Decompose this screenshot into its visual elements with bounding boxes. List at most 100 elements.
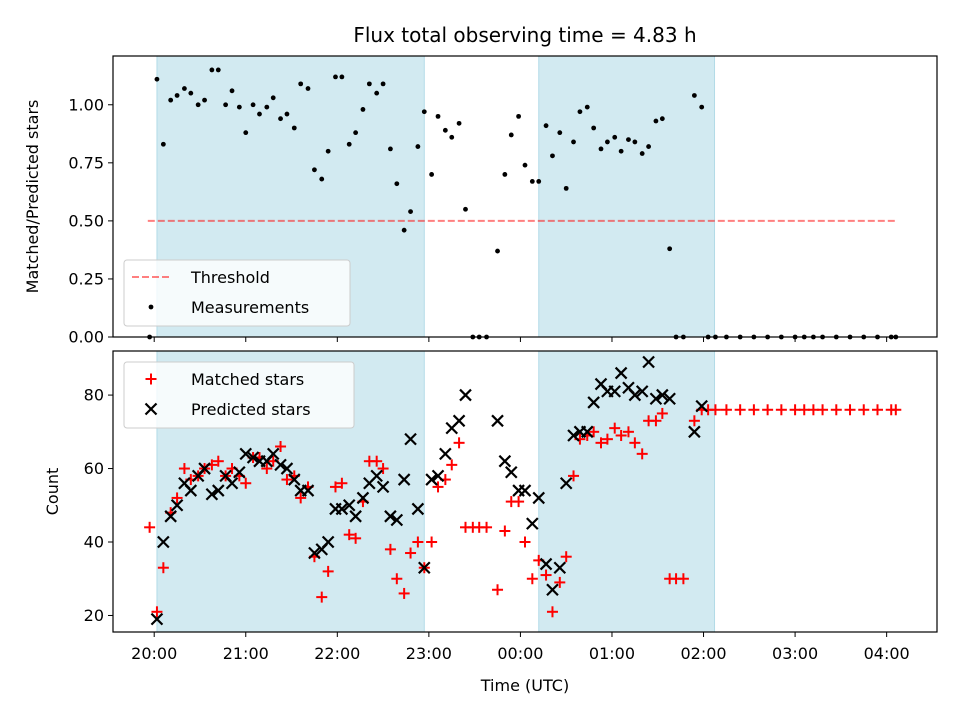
count-point-1-29 <box>349 510 362 523</box>
ratio-point-0-38 <box>408 209 413 214</box>
ratio-point-0-51 <box>502 172 508 177</box>
count-point-1-12-b <box>233 465 246 479</box>
ratio-point-0-37 <box>401 227 407 233</box>
count-point-1-39 <box>418 561 431 574</box>
count-point-1-69-b <box>649 392 663 406</box>
count-point-1-61-b <box>594 377 608 391</box>
count-point-1-20 <box>288 473 301 486</box>
count-point-1-29-b <box>349 510 362 523</box>
count-point-1-51 <box>526 517 539 530</box>
count-point-1-52-b <box>532 491 546 505</box>
count-point-1-28-b <box>342 498 356 512</box>
count-point-1-70-b <box>656 388 669 402</box>
count-point-1-44-b <box>452 414 466 428</box>
count-point-1-51-b <box>526 517 539 530</box>
count-panel: 20 40 60 80 20:00 21:00 22:00 23:00 00:00 01:00 02… <box>43 350 938 663</box>
count-point-1-37 <box>404 432 417 446</box>
ratio-point-0-12 <box>229 88 235 94</box>
count-point-1-32 <box>370 469 383 483</box>
count-ytick-label-2: 60 <box>84 459 104 478</box>
count-point-0-41 <box>426 536 438 548</box>
count-point-1-41 <box>431 469 445 483</box>
count-point-0-34 <box>377 463 389 475</box>
count-point-0-65 <box>595 437 607 449</box>
count-point-1-47-b <box>498 454 512 468</box>
count-point-1-48-b <box>504 465 518 479</box>
count-point-0-60 <box>560 551 572 563</box>
count-point-0-14 <box>240 477 252 489</box>
count-point-0-51 <box>499 525 511 537</box>
ratio-point-0-43 <box>442 127 448 133</box>
count-point-1-69 <box>649 392 663 406</box>
count-point-0-4 <box>171 492 183 504</box>
ratio-point-0-19 <box>278 116 283 122</box>
count-point-1-70 <box>656 388 669 402</box>
ratio-point-0-34 <box>380 81 386 87</box>
ratio-point-0-61 <box>571 139 576 145</box>
count-point-1-33-b <box>376 480 390 494</box>
ratio-point-0-63 <box>584 104 590 110</box>
count-point-1-17-b <box>266 447 280 461</box>
count-point-1-5 <box>184 484 198 497</box>
ratio-point-0-18 <box>270 95 276 101</box>
ratio-point-0-7 <box>195 102 201 108</box>
ratio-point-0-68 <box>618 148 624 154</box>
ratio-legend-label-1: Measurements <box>191 298 309 317</box>
ratio-legend-swatch-1 <box>148 304 154 310</box>
count-point-1-28 <box>342 498 356 512</box>
ratio-series-measurements <box>147 67 899 340</box>
ratio-point-0-24 <box>312 167 317 173</box>
count-legend-label-1: Predicted stars <box>191 400 311 419</box>
count-point-1-25-b <box>321 535 335 549</box>
count-point-1-47 <box>498 454 512 468</box>
ratio-point-0-41 <box>429 172 435 177</box>
ratio-point-0-59 <box>557 130 563 136</box>
count-point-0-36 <box>391 573 403 585</box>
count-point-1-18 <box>274 458 287 472</box>
count-point-1-55 <box>553 561 567 574</box>
count-point-1-36 <box>397 473 411 486</box>
count-point-1-63 <box>608 385 622 398</box>
count-point-0-69 <box>622 426 634 438</box>
count-point-1-14 <box>246 451 260 464</box>
count-y-axis-label: Count <box>43 468 62 516</box>
count-point-0-20 <box>281 474 293 486</box>
count-point-0-59 <box>554 576 566 588</box>
count-point-1-55-b <box>553 561 567 574</box>
ratio-point-0-52 <box>508 132 514 138</box>
count-point-1-9 <box>212 484 225 497</box>
count-point-0-5 <box>178 463 190 475</box>
count-point-1-23-b <box>308 546 321 560</box>
count-point-1-0-b <box>150 612 164 626</box>
count-point-1-72 <box>688 425 701 439</box>
count-point-1-3-b <box>170 498 184 512</box>
count-point-0-38 <box>405 547 417 559</box>
count-point-0-94 <box>871 404 883 416</box>
count-point-1-60-b <box>587 396 600 409</box>
count-ytick-label-0: 20 <box>84 606 104 625</box>
xtick-label-8: 04:00 <box>864 644 910 663</box>
count-point-0-17 <box>261 463 273 475</box>
count-point-0-19 <box>275 441 287 453</box>
ratio-point-0-67 <box>612 134 618 140</box>
count-point-1-73-b <box>695 399 708 413</box>
count-point-1-10-b <box>219 469 232 483</box>
count-point-1-40-b <box>425 473 438 486</box>
ratio-y-axis-label: Matched/Predicted stars <box>23 100 42 294</box>
count-point-0-37 <box>398 587 410 599</box>
ratio-point-0-4 <box>174 93 180 98</box>
ratio-point-0-30 <box>353 130 359 136</box>
count-point-1-60 <box>587 396 600 409</box>
count-point-0-22 <box>295 492 307 504</box>
chart-title: Flux total observing time = 4.83 h <box>353 23 696 47</box>
count-point-0-1 <box>151 606 163 618</box>
ratio-point-0-35 <box>388 146 393 152</box>
count-point-0-77 <box>677 573 689 585</box>
ratio-point-0-45 <box>456 120 462 126</box>
ratio-point-0-75 <box>667 246 673 252</box>
ratio-point-0-50 <box>495 248 500 254</box>
count-point-0-70 <box>629 437 641 449</box>
ratio-ytick-label-0: 0.00 <box>68 328 104 347</box>
count-point-0-29 <box>343 529 355 541</box>
